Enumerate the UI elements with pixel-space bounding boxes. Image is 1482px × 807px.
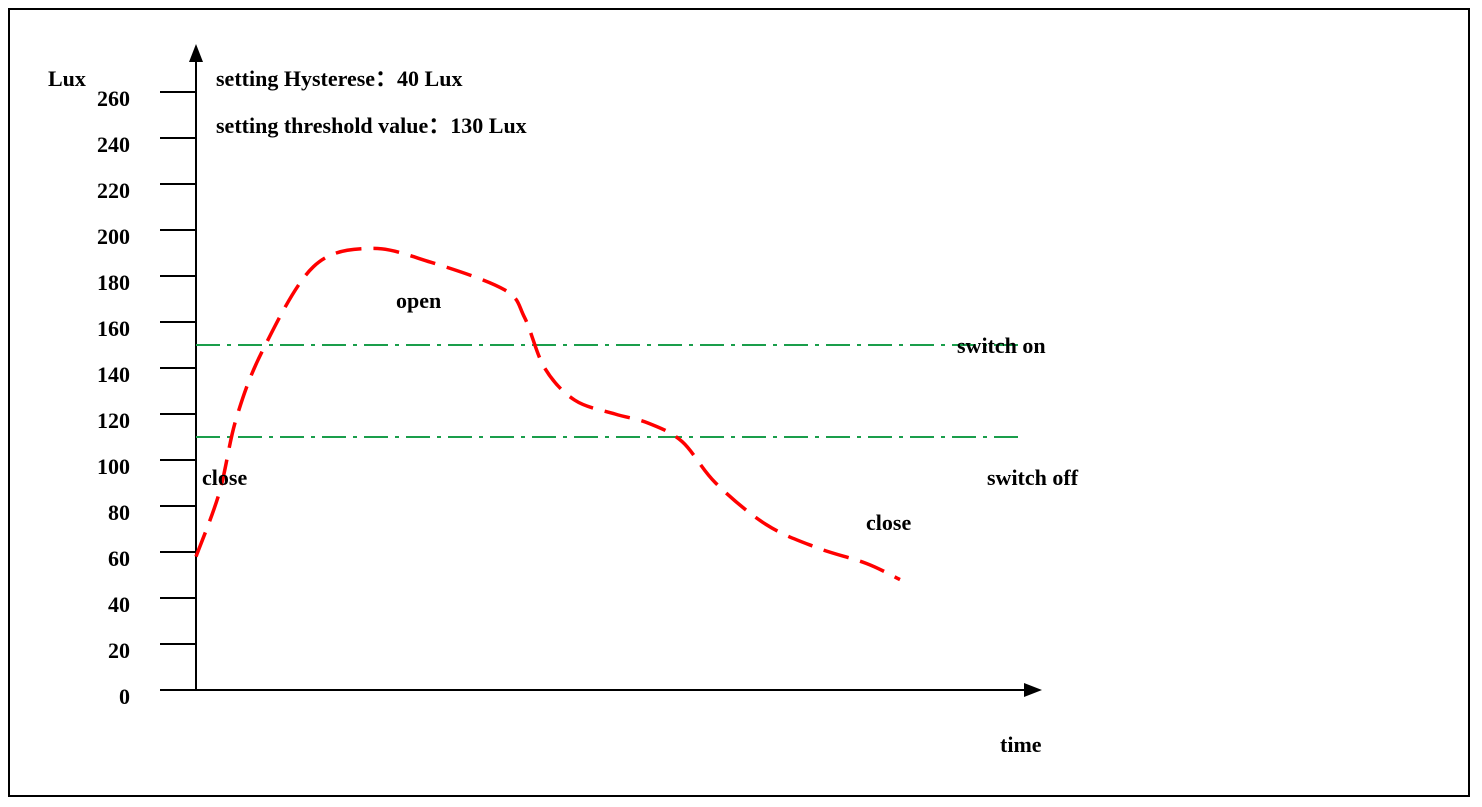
y-ticks [160, 91, 196, 645]
y-tick-label: 200 [97, 224, 130, 249]
diagram-frame [8, 8, 1470, 797]
y-tick-label: 80 [108, 500, 130, 525]
close-right-label: close [866, 510, 911, 535]
threshold-setting: setting threshold value：130 Lux [216, 113, 527, 138]
y-tick-label: 260 [97, 86, 130, 111]
y-tick-label: 0 [119, 684, 130, 709]
switch-off-label: switch off [987, 465, 1079, 490]
y-tick-label: 140 [97, 362, 130, 387]
x-axis-arrow-icon [1024, 683, 1042, 697]
y-tick-label: 240 [97, 132, 130, 157]
close-left-label: close [202, 465, 247, 490]
y-tick-label: 120 [97, 408, 130, 433]
open-label: open [396, 288, 441, 313]
y-tick-label: 220 [97, 178, 130, 203]
switch-on-label: switch on [957, 333, 1046, 358]
y-tick-label: 60 [108, 546, 130, 571]
lux-curve [194, 246, 901, 582]
y-tick-label: 180 [97, 270, 130, 295]
y-axis-arrow-icon [189, 44, 203, 62]
y-tick-labels: 0 20 40 60 80 100 120 140 160 180 200 220 240 260 [97, 86, 130, 709]
y-axis-label: Lux [48, 66, 86, 91]
y-tick-label: 160 [97, 316, 130, 341]
y-tick-label: 20 [108, 638, 130, 663]
y-tick-label: 40 [108, 592, 130, 617]
hysteresis-setting: setting Hysterese：40 Lux [216, 66, 462, 91]
x-axis-label: time [1000, 732, 1042, 757]
threshold-lines [196, 344, 1025, 438]
y-tick-label: 100 [97, 454, 130, 479]
